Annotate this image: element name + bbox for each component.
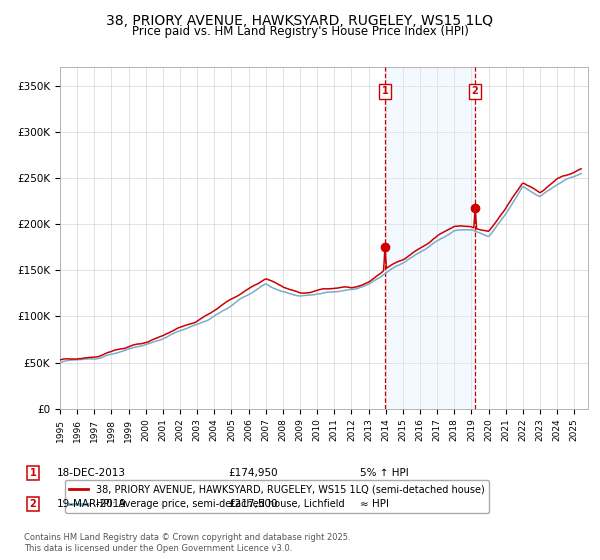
Text: Contains HM Land Registry data © Crown copyright and database right 2025.
This d: Contains HM Land Registry data © Crown c… (24, 533, 350, 553)
Text: ≈ HPI: ≈ HPI (360, 499, 389, 509)
Text: 1: 1 (29, 468, 37, 478)
Bar (385, 67, 475, 409)
Text: £174,950: £174,950 (228, 468, 278, 478)
Text: 2: 2 (472, 86, 478, 96)
Text: 1: 1 (382, 86, 388, 96)
Text: 2: 2 (29, 499, 37, 509)
Text: 19-MAR-2019: 19-MAR-2019 (57, 499, 127, 509)
Text: 18-DEC-2013: 18-DEC-2013 (57, 468, 126, 478)
Text: 38, PRIORY AVENUE, HAWKSYARD, RUGELEY, WS15 1LQ: 38, PRIORY AVENUE, HAWKSYARD, RUGELEY, W… (107, 14, 493, 28)
Legend: 38, PRIORY AVENUE, HAWKSYARD, RUGELEY, WS15 1LQ (semi-detached house), HPI: Aver: 38, PRIORY AVENUE, HAWKSYARD, RUGELEY, W… (65, 480, 488, 513)
Text: 5% ↑ HPI: 5% ↑ HPI (360, 468, 409, 478)
Text: £217,500: £217,500 (228, 499, 277, 509)
Text: Price paid vs. HM Land Registry's House Price Index (HPI): Price paid vs. HM Land Registry's House … (131, 25, 469, 38)
